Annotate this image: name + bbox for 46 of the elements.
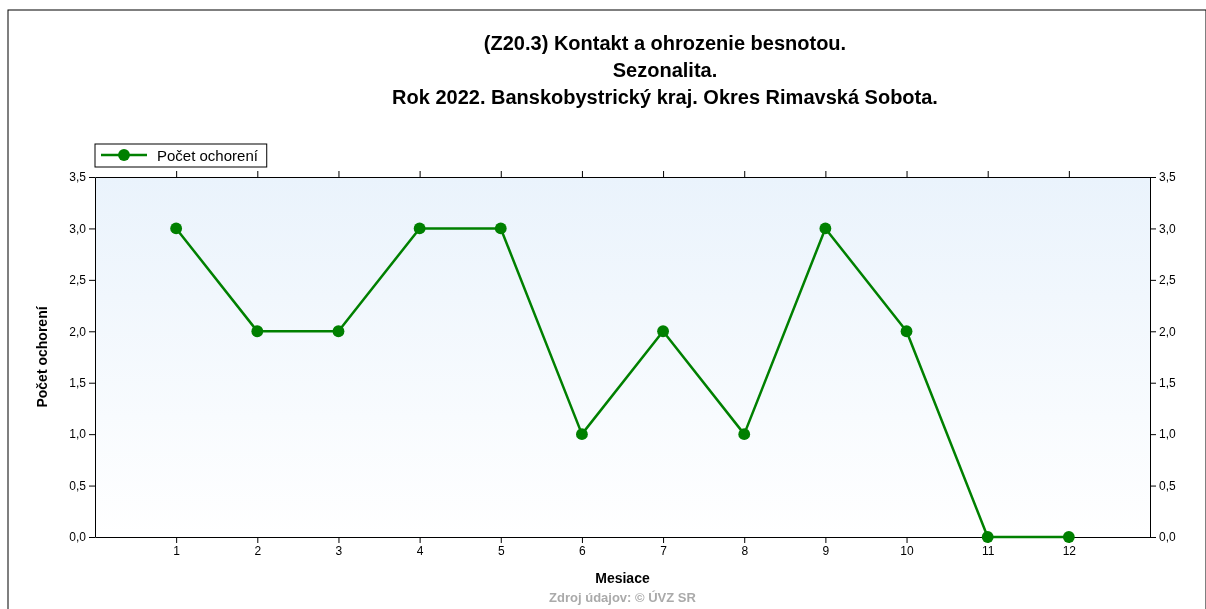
x-tick-label: 8 (741, 543, 749, 558)
legend-label: Počet ochorení (157, 147, 259, 164)
y-axis-title: Počet ochorení (34, 305, 50, 408)
x-axis-title: Mesiace (595, 570, 650, 586)
x-tick-label: 4 (416, 543, 424, 558)
y2-tick-label: 1,0 (1159, 427, 1177, 442)
y2-tick-label: 2,0 (1159, 324, 1177, 339)
chart-title: (Z20.3) Kontakt a ohrozenie besnotou. (483, 32, 847, 54)
x-tick-label: 3 (335, 543, 343, 558)
point (251, 325, 264, 338)
point (1062, 531, 1075, 543)
y-tick-label: 0,5 (69, 478, 87, 493)
text: Zdroj údajov: © ÚVZ SR (549, 590, 697, 605)
point (819, 222, 832, 235)
x-tick-label: 1 (173, 543, 181, 558)
y-tick-label: 3,5 (69, 170, 87, 185)
x-tick-label: 11 (981, 543, 995, 558)
y-tick-label: 2,0 (69, 324, 87, 339)
x-tick-label: 6 (579, 543, 587, 558)
y-tick-label: 2,5 (69, 273, 87, 288)
x-tick-label: 10 (900, 543, 915, 558)
x-tick-label: 7 (660, 543, 668, 558)
y2-tick-label: 2,5 (1159, 273, 1177, 288)
x-tick-label: 9 (822, 543, 830, 558)
point (981, 531, 994, 543)
y2-tick-label: 0,0 (1159, 530, 1177, 545)
y-tick-label: 1,5 (69, 376, 87, 391)
point (900, 325, 913, 338)
x-tick-label: 5 (497, 543, 505, 558)
point (738, 428, 751, 441)
y2-tick-label: 3,0 (1159, 221, 1177, 236)
chart-subtitle: Sezonalita. Rok 2022. Banskobystrický kraj. Okres Rimavská Sobota. (392, 59, 938, 108)
point (494, 222, 507, 235)
point (657, 325, 669, 338)
y-tick-label: 3,0 (69, 221, 87, 236)
y2-tick-label: 0,5 (1159, 478, 1177, 493)
point (576, 428, 588, 441)
x-tick-label: 12 (1062, 543, 1077, 558)
y-tick-label: 1,0 (69, 427, 87, 442)
y2-tick-label: 1,5 (1159, 376, 1177, 391)
point (413, 222, 426, 235)
y-tick-label: 0,0 (69, 530, 87, 545)
point (170, 222, 183, 235)
y2-tick-label: 3,5 (1159, 170, 1177, 185)
point (332, 325, 345, 338)
x-tick-label: 2 (254, 543, 262, 558)
